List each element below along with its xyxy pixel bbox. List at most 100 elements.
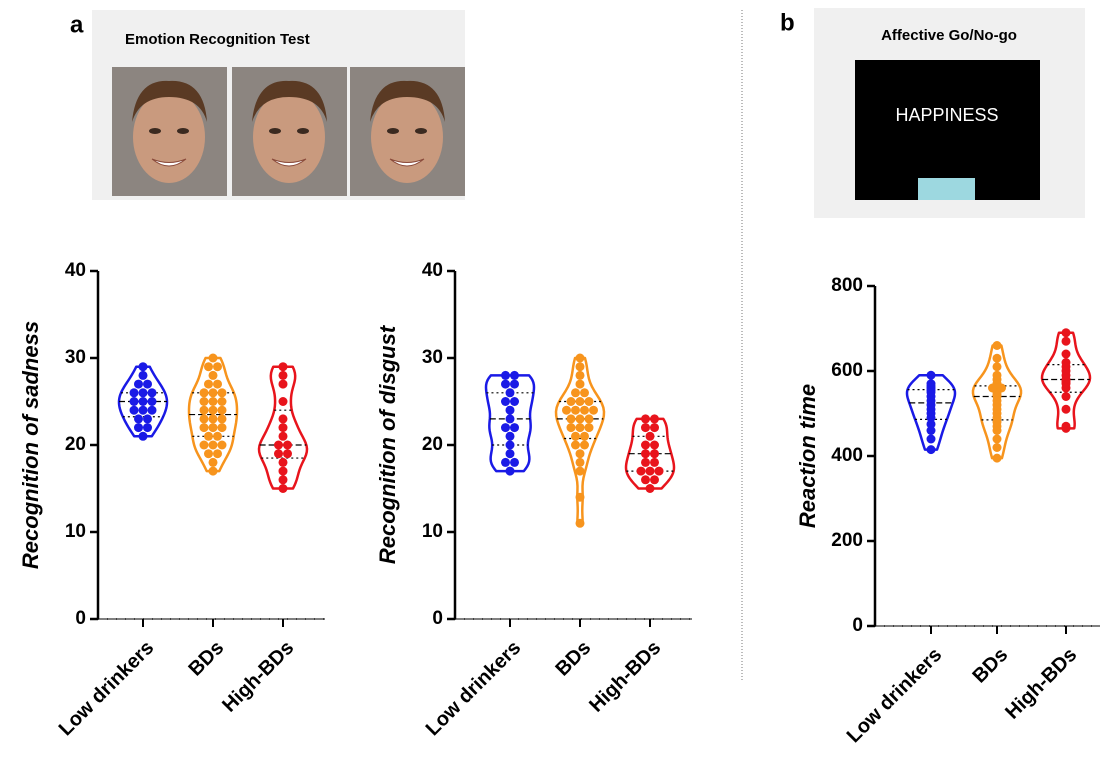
data-point <box>566 414 576 424</box>
data-point <box>274 449 283 459</box>
data-point <box>1061 349 1071 359</box>
face-image <box>349 66 466 197</box>
violin <box>187 356 239 473</box>
data-point <box>143 414 152 424</box>
panel-label: a <box>70 11 84 38</box>
violin <box>117 365 169 438</box>
data-point <box>208 353 218 363</box>
data-point <box>641 414 650 424</box>
data-point <box>138 397 148 406</box>
data-point <box>926 426 936 435</box>
data-point <box>274 440 283 450</box>
data-point <box>147 405 157 415</box>
data-point <box>505 388 515 398</box>
y-tick-label: 400 <box>831 445 863 466</box>
data-point <box>584 397 594 406</box>
data-point <box>505 449 515 459</box>
data-point <box>575 362 585 372</box>
data-point <box>1061 358 1071 367</box>
go-cue <box>918 178 975 200</box>
data-point <box>641 457 650 467</box>
data-point <box>501 423 510 433</box>
data-point <box>636 466 646 476</box>
y-tick-label: 200 <box>831 530 863 551</box>
data-point <box>584 414 594 424</box>
y-tick-label: 800 <box>831 275 863 296</box>
task-title: Affective Go/No-go <box>881 27 1017 44</box>
data-point <box>992 370 1002 380</box>
data-point <box>213 379 222 389</box>
face-image <box>111 66 228 197</box>
data-point <box>217 388 227 398</box>
data-point <box>204 362 213 372</box>
y-tick-label: 30 <box>65 347 86 368</box>
data-point <box>505 440 515 450</box>
data-point <box>575 492 585 502</box>
data-point <box>213 449 222 459</box>
data-point <box>510 423 519 433</box>
data-point <box>147 388 157 398</box>
data-point <box>1061 328 1071 338</box>
data-point <box>217 397 227 406</box>
data-point <box>217 414 227 424</box>
data-point <box>199 397 209 406</box>
data-point <box>129 397 139 406</box>
data-point <box>575 423 585 433</box>
data-point <box>278 370 288 380</box>
data-point <box>650 440 659 450</box>
data-point <box>645 466 655 476</box>
panel-label: b <box>780 9 795 36</box>
data-point <box>208 440 218 450</box>
data-point <box>575 353 585 363</box>
data-point <box>505 405 515 415</box>
data-point <box>926 379 936 389</box>
data-point <box>208 457 218 467</box>
y-tick-label: 10 <box>65 521 86 542</box>
data-point <box>213 431 222 441</box>
data-point <box>208 423 218 433</box>
data-point <box>208 370 218 380</box>
data-point <box>199 414 209 424</box>
data-point <box>926 419 936 429</box>
stimulus-screen <box>855 60 1040 200</box>
data-point <box>278 457 288 467</box>
violin <box>624 417 676 490</box>
data-point <box>129 388 139 398</box>
violin <box>484 374 536 473</box>
data-point <box>566 423 576 433</box>
y-tick-label: 40 <box>422 260 443 281</box>
data-point <box>278 484 288 493</box>
data-point <box>1061 392 1071 401</box>
data-point <box>208 414 218 424</box>
data-point <box>138 370 148 380</box>
data-point <box>926 445 936 455</box>
data-point <box>580 405 589 415</box>
x-tick-label: High-BDs <box>1001 644 1081 724</box>
data-point <box>129 405 139 415</box>
data-point <box>278 397 288 406</box>
stimulus-word: HAPPINESS <box>895 105 998 125</box>
data-point <box>147 397 157 406</box>
data-point <box>992 443 1002 452</box>
data-point <box>278 414 288 424</box>
x-tick-label: Low drinkers <box>55 637 159 741</box>
data-point <box>650 457 659 467</box>
data-point <box>138 405 148 415</box>
data-point <box>645 484 655 493</box>
y-tick-label: 10 <box>422 521 443 542</box>
x-tick-label: BDs <box>551 637 595 681</box>
data-point <box>575 457 585 467</box>
data-point <box>645 431 655 441</box>
data-point <box>641 449 650 459</box>
x-tick-label: BDs <box>968 644 1012 688</box>
data-point <box>143 379 152 389</box>
data-point <box>1061 421 1071 431</box>
y-tick-label: 20 <box>422 434 443 455</box>
data-point <box>283 440 292 450</box>
data-point <box>575 414 585 424</box>
y-axis-label: Reaction time <box>795 384 820 528</box>
data-point <box>584 423 594 433</box>
x-tick-label: BDs <box>184 637 228 681</box>
data-point <box>992 453 1002 463</box>
data-point <box>589 405 598 415</box>
